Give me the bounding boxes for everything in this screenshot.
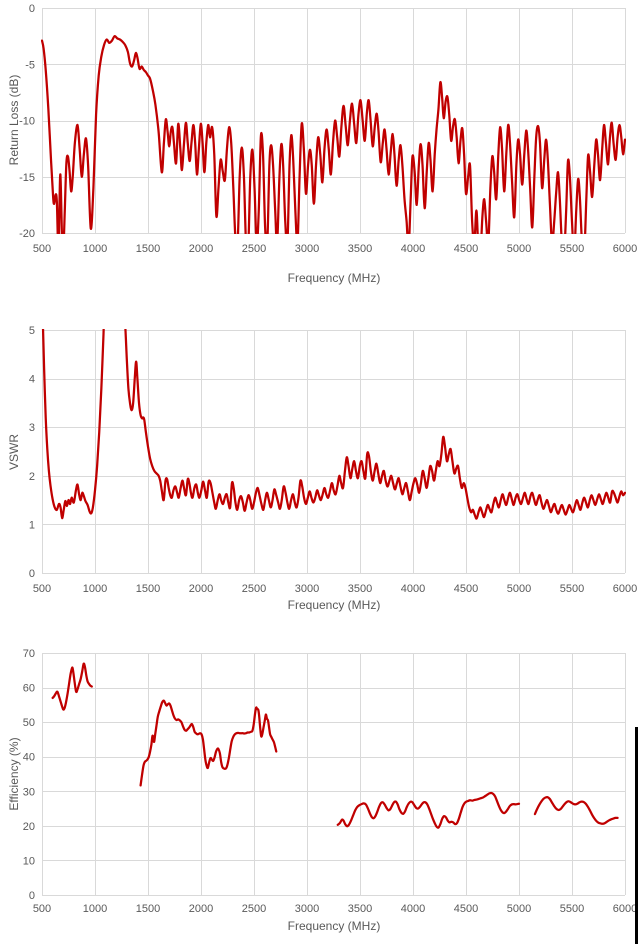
y-tick-label: 3 <box>29 422 35 434</box>
x-tick-label: 5000 <box>507 583 531 595</box>
series-line <box>533 795 619 825</box>
gridlines <box>42 8 626 234</box>
y-tick-label: 0 <box>29 890 35 902</box>
series-line <box>51 662 93 711</box>
x-tick-label: 2500 <box>242 243 266 255</box>
efficiency-plot-area: 500 1000 1500 2000 2500 3000 3500 4000 4500 5000 5… <box>23 648 637 915</box>
y-tick-label: 4 <box>29 374 35 386</box>
x-tick-label: 3500 <box>348 903 372 915</box>
y-tick-label: 0 <box>29 3 35 15</box>
x-tick-label: 1000 <box>83 903 107 915</box>
x-tick-label: 500 <box>33 903 51 915</box>
x-tick-label: 4000 <box>401 903 425 915</box>
chart-vswr: 500 1000 1500 2000 2500 3000 3500 4000 4500 5000 5… <box>0 312 638 618</box>
y-tick-label: 20 <box>23 821 35 833</box>
vswr-x-axis-title: Frequency (MHz) <box>287 598 381 612</box>
x-tick-label: 1500 <box>136 583 160 595</box>
tick-labels: 500 1000 1500 2000 2500 3000 3500 4000 4500 5000 5… <box>23 648 637 915</box>
y-tick-label: -10 <box>19 116 35 128</box>
y-tick-label: 60 <box>23 683 35 695</box>
chart-efficiency: 500 1000 1500 2000 2500 3000 3500 4000 4500 5000 5… <box>0 638 638 944</box>
x-tick-label: 1500 <box>136 903 160 915</box>
vswr-plot-area: 500 1000 1500 2000 2500 3000 3500 4000 4500 5000 5… <box>29 325 637 595</box>
x-tick-label: 2000 <box>189 903 213 915</box>
x-tick-label: 3000 <box>295 583 319 595</box>
x-tick-label: 500 <box>33 243 51 255</box>
x-tick-label: 4000 <box>401 243 425 255</box>
chart-return-loss: 500 1000 1500 2000 2500 3000 3500 4000 4500 5000 5… <box>0 0 638 300</box>
efficiency-y-axis-title: Efficiency (%) <box>7 737 21 811</box>
vswr-y-axis-title: VSWR <box>7 434 21 470</box>
x-tick-label: 2000 <box>189 583 213 595</box>
y-tick-label: 70 <box>23 648 35 660</box>
y-tick-label: 2 <box>29 471 35 483</box>
y-tick-label: 30 <box>23 786 35 798</box>
x-tick-label: 1500 <box>136 243 160 255</box>
x-tick-label: 4500 <box>454 243 478 255</box>
y-tick-label: -20 <box>19 228 35 240</box>
x-tick-label: 5500 <box>560 583 584 595</box>
x-tick-label: 6000 <box>613 243 637 255</box>
x-tick-label: 2500 <box>242 583 266 595</box>
x-tick-label: 6000 <box>613 583 637 595</box>
x-tick-label: 5000 <box>507 243 531 255</box>
y-tick-label: 40 <box>23 752 35 764</box>
x-tick-label: 3000 <box>295 243 319 255</box>
x-tick-label: 5500 <box>560 903 584 915</box>
x-tick-label: 2000 <box>189 243 213 255</box>
efficiency-x-axis-title: Frequency (MHz) <box>287 919 381 933</box>
series-line <box>41 34 626 234</box>
x-tick-label: 4000 <box>401 583 425 595</box>
series-line <box>41 329 626 520</box>
x-tick-label: 5500 <box>560 243 584 255</box>
x-tick-label: 4500 <box>454 903 478 915</box>
gridlines <box>42 653 626 896</box>
y-tick-label: 50 <box>23 717 35 729</box>
x-tick-label: 6000 <box>613 903 637 915</box>
y-tick-label: 0 <box>29 568 35 580</box>
x-tick-label: 1000 <box>83 583 107 595</box>
y-tick-label: 10 <box>23 855 35 867</box>
x-tick-label: 3500 <box>348 583 372 595</box>
y-tick-label: 1 <box>29 519 35 531</box>
y-tick-label: -15 <box>19 172 35 184</box>
x-tick-label: 5000 <box>507 903 531 915</box>
x-tick-label: 3500 <box>348 243 372 255</box>
x-tick-label: 2500 <box>242 903 266 915</box>
return-loss-x-axis-title: Frequency (MHz) <box>287 271 381 285</box>
y-tick-label: -5 <box>25 59 35 71</box>
x-tick-label: 3000 <box>295 903 319 915</box>
window-edge-bar <box>635 727 638 944</box>
gridlines <box>42 330 626 574</box>
x-tick-label: 500 <box>33 583 51 595</box>
x-tick-label: 4500 <box>454 583 478 595</box>
return-loss-plot-area: 500 1000 1500 2000 2500 3000 3500 4000 4500 5000 5… <box>19 3 637 255</box>
tick-labels: 500 1000 1500 2000 2500 3000 3500 4000 4500 5000 5… <box>19 3 637 255</box>
return-loss-y-axis-title: Return Loss (dB) <box>7 74 21 166</box>
x-tick-label: 1000 <box>83 243 107 255</box>
series-line <box>139 699 278 787</box>
series-line <box>336 791 521 829</box>
y-tick-label: 5 <box>29 325 35 337</box>
tick-labels: 500 1000 1500 2000 2500 3000 3500 4000 4500 5000 5… <box>29 325 637 595</box>
